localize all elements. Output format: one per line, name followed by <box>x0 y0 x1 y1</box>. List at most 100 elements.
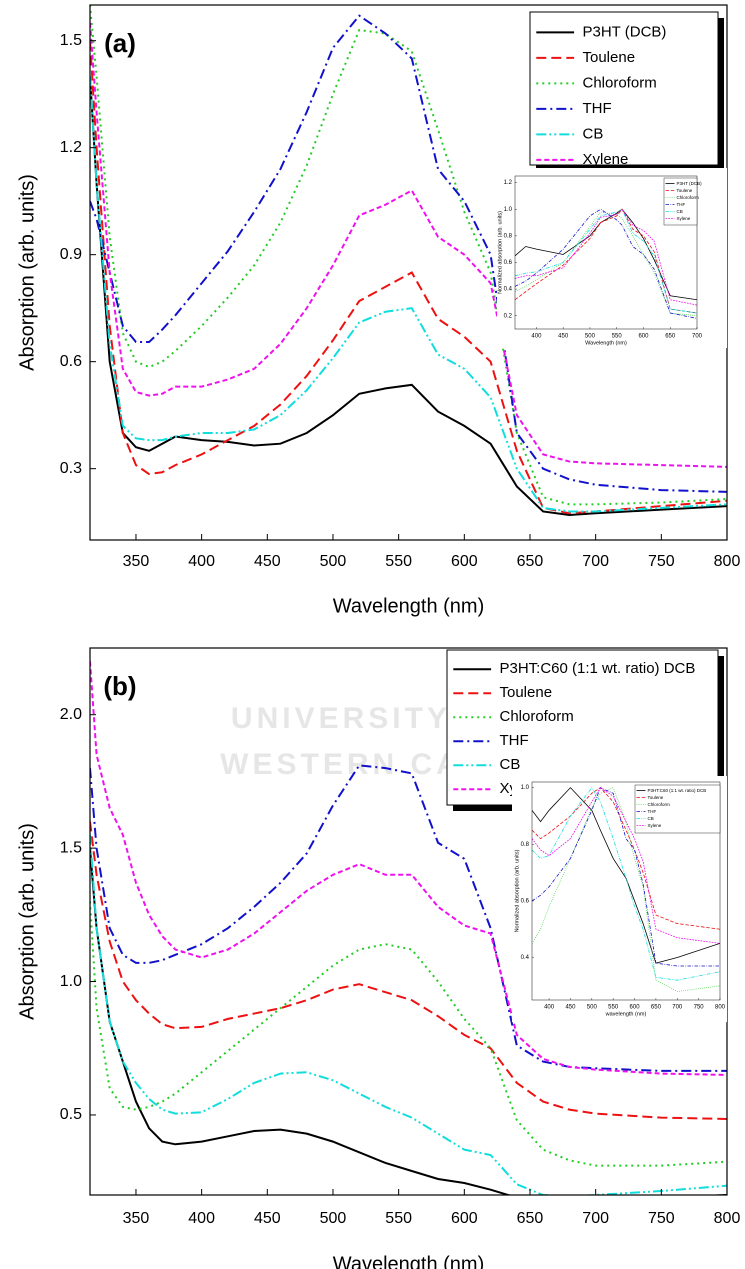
y-tick-label: 0.8 <box>504 233 513 239</box>
y-tick-label: 0.4 <box>504 287 513 293</box>
plot-frame <box>531 781 721 1001</box>
legend-label: CB <box>648 816 654 821</box>
x-tick-label: 500 <box>587 1005 598 1011</box>
series-line <box>90 661 727 1076</box>
legend-label: P3HT:C60 (1:1 wt. ratio) DCB <box>500 660 696 677</box>
x-tick-label: 800 <box>714 1210 741 1227</box>
x-axis-label: Wavelength (nm) <box>585 340 627 346</box>
x-tick-label: 400 <box>188 553 215 570</box>
legend-label: Chloroform <box>500 708 574 725</box>
legend-box <box>634 784 721 834</box>
panel-label: (a) <box>104 28 136 58</box>
series-line <box>90 14 727 493</box>
x-tick-label: 350 <box>123 1210 150 1227</box>
x-tick-label: 400 <box>531 334 542 340</box>
x-tick-label: 500 <box>585 334 596 340</box>
y-tick-label: 0.5 <box>60 1106 82 1123</box>
legend-label: Chloroform <box>677 195 700 200</box>
y-axis-label: Normalized absorption (arb. units) <box>497 211 503 294</box>
x-tick-label: 650 <box>517 1210 544 1227</box>
series-line <box>90 834 727 1195</box>
y-tick-label: 0.6 <box>60 353 82 370</box>
legend-box <box>529 11 719 166</box>
series-line <box>532 786 720 981</box>
y-tick-label: 0.4 <box>521 955 530 961</box>
x-tick-label: 800 <box>714 553 741 570</box>
x-tick-label: 750 <box>648 1210 675 1227</box>
legend-label: Xylene <box>583 151 629 168</box>
y-axis-label: Absorption (arb. units) <box>16 823 38 1020</box>
y-tick-label: 1.2 <box>504 180 513 186</box>
y-tick-label: 2.0 <box>60 706 82 723</box>
x-tick-label: 500 <box>320 553 347 570</box>
panel-label: (b) <box>103 671 136 701</box>
x-tick-label: 450 <box>565 1005 576 1011</box>
y-tick-label: 1.5 <box>60 839 82 856</box>
x-tick-label: 450 <box>558 334 569 340</box>
y-tick-label: 1.0 <box>60 973 82 990</box>
x-tick-label: 350 <box>123 553 150 570</box>
series-line <box>515 208 697 319</box>
series-line <box>515 208 697 301</box>
x-tick-label: 400 <box>188 1210 215 1227</box>
x-tick-label: 700 <box>582 1210 609 1227</box>
x-tick-label: 600 <box>451 553 478 570</box>
x-tick-label: 500 <box>320 1210 347 1227</box>
x-tick-label: 550 <box>612 334 623 340</box>
legend-label: CB <box>583 125 604 142</box>
x-tick-label: 600 <box>638 334 649 340</box>
legend-label: Toulene <box>500 684 553 701</box>
x-tick-label: 650 <box>665 334 676 340</box>
series-line <box>90 848 727 1195</box>
y-tick-label: 0.6 <box>504 260 513 266</box>
series-line <box>90 22 727 468</box>
legend-label: CB <box>677 209 683 214</box>
y-tick-label: 1.0 <box>504 207 513 213</box>
series-line <box>90 40 727 515</box>
series-line <box>532 787 720 967</box>
x-axis-label: Wavelength (nm) <box>333 595 485 617</box>
legend-label: THF <box>677 202 686 207</box>
x-axis-label: wavelength (nm) <box>605 1011 647 1017</box>
x-tick-label: 800 <box>715 1005 726 1011</box>
legend-label: P3HT:C60 (1:1 wt. ratio) DCB <box>648 788 707 793</box>
legend-label: Chloroform <box>583 74 657 91</box>
y-tick-label: 0.6 <box>521 898 530 904</box>
legend-box <box>663 177 698 226</box>
legend-label: CB <box>500 756 521 773</box>
x-tick-label: 650 <box>651 1005 662 1011</box>
series-line <box>90 821 727 1120</box>
x-axis-label: Wavelength (nm) <box>333 1253 485 1269</box>
legend-label: Toulene <box>648 795 664 800</box>
x-tick-label: 450 <box>254 1210 281 1227</box>
x-tick-label: 450 <box>254 553 281 570</box>
legend-label: Toulene <box>583 49 636 66</box>
x-tick-label: 600 <box>451 1210 478 1227</box>
series-line <box>90 764 727 1072</box>
legend-label: P3HT (DCB) <box>583 23 667 40</box>
x-tick-label: 750 <box>648 553 675 570</box>
x-tick-label: 600 <box>630 1005 641 1011</box>
series-line <box>515 208 697 314</box>
y-axis-label: Absorption (arb. units) <box>16 174 38 371</box>
legend-label: Xylene <box>677 216 691 221</box>
series-line <box>515 208 697 314</box>
x-tick-label: 650 <box>517 553 544 570</box>
legend-label: Chloroform <box>648 802 671 807</box>
legend-label: Toulene <box>677 188 693 193</box>
x-tick-label: 700 <box>582 553 609 570</box>
legend-label: Xylene <box>648 823 662 828</box>
series-line <box>90 76 727 517</box>
legend-label: P3HT (DCB) <box>677 181 703 186</box>
y-tick-label: 0.2 <box>504 313 513 319</box>
legend-label: THF <box>648 809 657 814</box>
y-tick-label: 0.9 <box>60 246 82 263</box>
series-line <box>532 787 720 930</box>
x-tick-label: 400 <box>544 1005 555 1011</box>
y-axis-label: Normalized absorption (arb. units) <box>514 849 520 932</box>
x-tick-label: 750 <box>694 1005 705 1011</box>
x-tick-label: 550 <box>608 1005 619 1011</box>
y-tick-label: 0.3 <box>60 460 82 477</box>
x-tick-label: 550 <box>385 553 412 570</box>
